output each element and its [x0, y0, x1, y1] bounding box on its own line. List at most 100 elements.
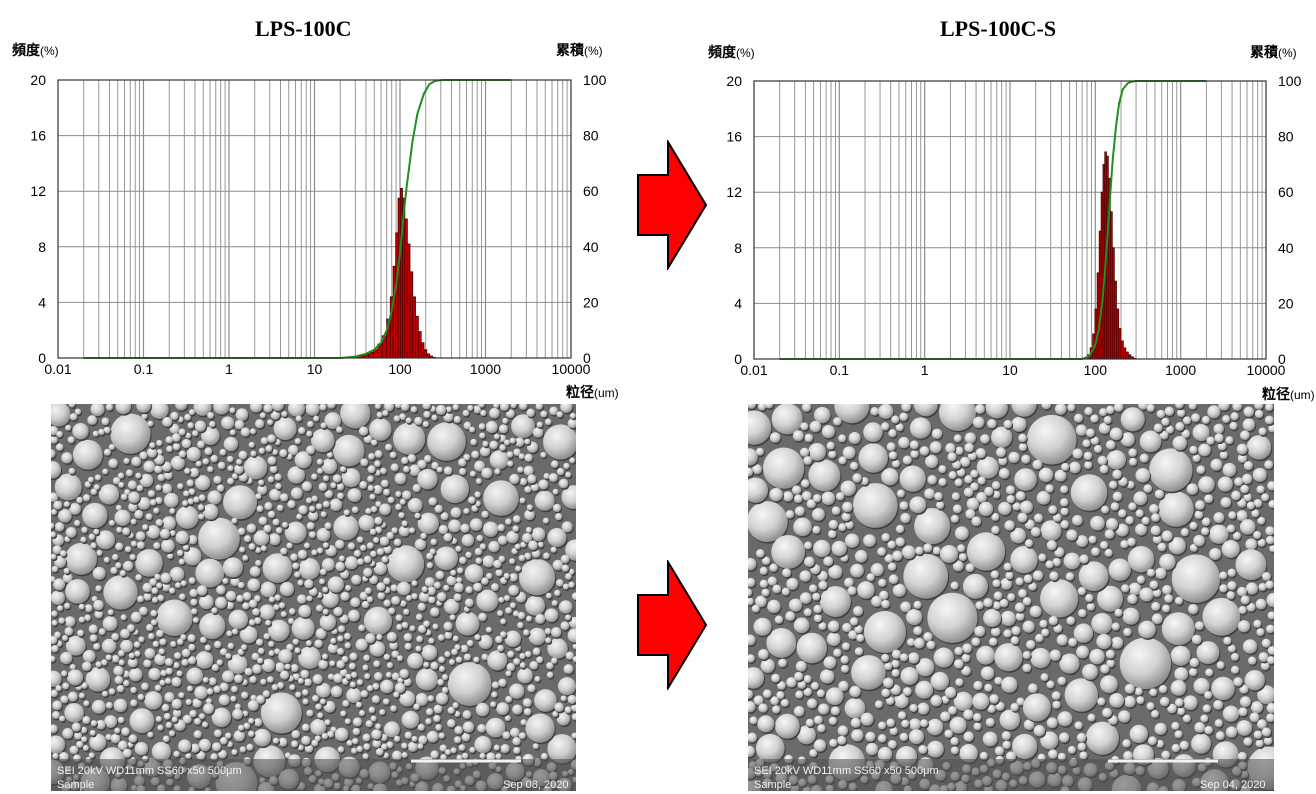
sem-sphere [1254, 404, 1264, 410]
sem-sphere [398, 525, 410, 537]
sem-sphere [393, 415, 401, 422]
sem-sphere [1236, 443, 1248, 455]
sem-sphere [111, 632, 119, 641]
sem-sphere [1213, 423, 1224, 435]
sem-sphere [505, 670, 512, 677]
sem-sphere [413, 703, 420, 710]
sem-sphere [128, 734, 138, 743]
sem-sphere [1161, 612, 1195, 646]
sem-sphere [297, 744, 304, 751]
sem-sphere [467, 496, 476, 504]
sem-sphere [842, 446, 856, 460]
sem-sphere [1014, 468, 1037, 491]
arrow-shape-top [637, 140, 708, 270]
sem-sphere [826, 441, 835, 450]
sem-sphere [524, 438, 531, 445]
sem-sphere [496, 702, 510, 716]
sem-sphere [381, 555, 389, 563]
sem-sphere [242, 554, 249, 561]
sem-sphere [231, 473, 239, 480]
sem-sphere [1243, 406, 1254, 418]
sem-sphere [317, 712, 324, 719]
sem-sphere [902, 687, 912, 696]
sem-sphere [524, 650, 532, 658]
sem-sphere [280, 611, 287, 618]
sem-sphere [749, 716, 758, 725]
sem-sphere [513, 658, 521, 666]
sem-sphere [268, 619, 290, 642]
sem-sphere [301, 735, 311, 746]
sem-sphere [898, 436, 910, 449]
left-x-tick-label: 100 [388, 361, 412, 377]
sem-sphere [138, 636, 145, 643]
sem-sphere [440, 754, 447, 761]
sem-sphere [758, 648, 769, 660]
sem-sphere [880, 422, 890, 431]
sem-sphere [1267, 481, 1274, 491]
sem-sphere [1099, 408, 1108, 417]
sem-sphere [399, 498, 406, 505]
sem-sphere [1162, 604, 1171, 613]
sem-sphere [376, 634, 383, 641]
sem-sphere [507, 650, 515, 658]
sem-sphere [411, 593, 418, 600]
sem-sphere [1128, 448, 1137, 457]
left-y-right-tick-label: 40 [583, 239, 599, 255]
sem-sphere [556, 467, 565, 476]
sem-sphere [963, 487, 974, 498]
sem-sphere [336, 426, 343, 433]
sem-sphere [565, 539, 576, 561]
sem-sphere [425, 708, 434, 716]
sem-sphere [881, 599, 890, 609]
sem-sphere [958, 553, 967, 562]
sem-sphere [346, 687, 362, 703]
sem-sphere [1097, 455, 1108, 466]
sem-sphere [990, 626, 1001, 637]
sem-sphere [1136, 696, 1145, 705]
sem-sphere [327, 673, 335, 680]
sem-sphere [252, 608, 260, 616]
sem-sphere [229, 407, 236, 414]
sem-sphere [1005, 485, 1016, 495]
sem-sphere [53, 500, 63, 510]
sem-sphere [87, 476, 94, 483]
sem-sphere [82, 502, 108, 529]
left-y-right-tick-label: 80 [583, 128, 599, 144]
sem-sphere [1209, 547, 1222, 561]
sem-sphere [122, 748, 132, 758]
sem-sphere [231, 517, 238, 524]
sem-sphere [797, 680, 807, 689]
left-y-right-tick-label: 100 [583, 72, 607, 88]
sem-sphere [227, 642, 235, 650]
sem-sphere [940, 711, 951, 722]
sem-sphere [377, 592, 385, 600]
sem-sphere [251, 652, 260, 661]
sem-sphere [1119, 637, 1172, 690]
sem-sphere [311, 473, 318, 480]
sem-sphere [281, 410, 288, 417]
sem-sphere [319, 614, 337, 631]
sem-sphere [304, 744, 314, 753]
sem-sphere [1066, 616, 1076, 625]
sem-sphere [248, 543, 256, 551]
sem-sphere [249, 404, 263, 413]
sem-sphere [51, 449, 56, 459]
sem-sphere [81, 736, 88, 743]
sem-sphere [1097, 585, 1124, 612]
sem-sphere [1232, 531, 1241, 541]
sem-sphere [793, 706, 805, 717]
sem-sphere [242, 602, 250, 610]
sem-sphere [1200, 714, 1209, 723]
sem-sphere [950, 746, 959, 755]
sem-right-footer-params: SEI 20kV WD11mm SS60 x50 500μm [754, 765, 939, 777]
sem-sphere [308, 531, 316, 539]
sem-sphere [218, 694, 230, 706]
sem-sphere [1150, 525, 1161, 536]
sem-sphere [525, 615, 533, 622]
sem-sphere [1146, 702, 1155, 711]
sem-sphere [389, 641, 398, 650]
sem-sphere [356, 745, 363, 753]
sem-sphere [80, 726, 88, 734]
sem-sphere [52, 700, 63, 711]
sem-sphere [793, 617, 810, 634]
